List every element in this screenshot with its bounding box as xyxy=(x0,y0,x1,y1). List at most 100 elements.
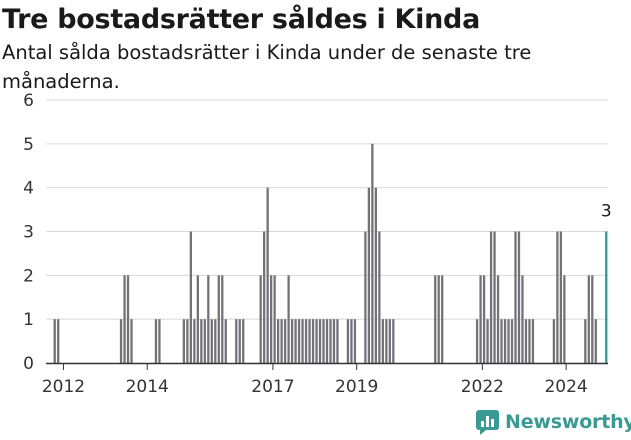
bar xyxy=(193,319,196,363)
bar xyxy=(154,319,158,363)
bar xyxy=(270,275,273,363)
bar xyxy=(276,319,280,363)
bar xyxy=(584,319,587,363)
bars xyxy=(53,143,608,363)
x-axis-tick-labels: 2012 2014 2017 2019 2022 2024 xyxy=(42,364,588,397)
bar xyxy=(392,319,395,363)
bar-latest xyxy=(605,231,608,363)
bar xyxy=(214,319,217,363)
bar xyxy=(207,275,210,363)
bar xyxy=(482,275,486,363)
bar xyxy=(158,319,161,363)
bar xyxy=(325,319,329,363)
bar xyxy=(287,275,290,363)
bar xyxy=(196,275,199,363)
bar xyxy=(304,319,308,363)
bar xyxy=(521,275,524,363)
bar xyxy=(200,319,203,363)
bar xyxy=(594,319,597,363)
bar xyxy=(126,275,130,363)
bar xyxy=(217,275,220,363)
bar xyxy=(315,319,318,363)
bar xyxy=(514,231,517,363)
bar xyxy=(221,275,224,363)
bar xyxy=(385,319,388,363)
bar xyxy=(475,319,479,363)
bar xyxy=(528,319,531,363)
x-tick-label: 2019 xyxy=(335,377,378,397)
bar xyxy=(235,319,238,363)
bar xyxy=(441,275,444,363)
bar xyxy=(524,319,528,363)
bar xyxy=(186,319,189,363)
bar xyxy=(517,231,521,363)
bar xyxy=(503,319,507,363)
bar xyxy=(336,319,339,363)
bar xyxy=(189,231,193,363)
chart-subtitle: Antal sålda bostadsrätter i Kinda under … xyxy=(2,41,532,93)
bar xyxy=(496,275,500,363)
bar xyxy=(290,319,294,363)
bar xyxy=(346,319,350,363)
bar xyxy=(280,319,283,363)
bar xyxy=(123,275,126,363)
bar xyxy=(563,275,566,363)
bar xyxy=(364,231,367,363)
annotations: 3 xyxy=(601,202,612,222)
bar xyxy=(591,275,594,363)
y-tick-label: 5 xyxy=(23,135,34,155)
bar xyxy=(587,275,590,363)
bar xyxy=(263,231,266,363)
bar xyxy=(489,231,493,363)
y-tick-label: 0 xyxy=(23,354,34,374)
bar xyxy=(374,187,378,363)
bar xyxy=(486,319,489,363)
bar xyxy=(434,275,437,363)
bar xyxy=(531,319,535,363)
brand-logo: Newsworthy xyxy=(476,408,631,436)
bar xyxy=(556,231,559,363)
y-axis-tick-labels: 0 1 2 3 4 5 6 xyxy=(23,91,34,374)
y-tick-label: 2 xyxy=(23,266,34,286)
bar xyxy=(294,319,297,363)
bar xyxy=(322,319,325,363)
bar xyxy=(329,319,332,363)
bar xyxy=(318,319,322,363)
bar xyxy=(297,319,301,363)
y-tick-label: 6 xyxy=(23,91,34,111)
bar xyxy=(559,231,563,363)
x-tick-label: 2022 xyxy=(461,377,504,397)
bar xyxy=(273,275,276,363)
bar xyxy=(500,319,503,363)
bar xyxy=(371,143,374,363)
bar xyxy=(259,275,262,363)
bar xyxy=(378,231,381,363)
bar xyxy=(210,319,213,363)
y-tick-label: 4 xyxy=(23,179,34,199)
bar xyxy=(381,319,384,363)
bar xyxy=(350,319,353,363)
bar xyxy=(119,319,123,363)
bar xyxy=(493,231,496,363)
bar xyxy=(510,319,514,363)
bar xyxy=(479,275,482,363)
x-tick-label: 2017 xyxy=(251,377,294,397)
bar xyxy=(308,319,311,363)
brand-name: Newsworthy xyxy=(505,411,631,433)
y-tick-label: 1 xyxy=(23,310,34,330)
bar xyxy=(182,319,186,363)
latest-value-label: 3 xyxy=(601,202,612,222)
newsworthy-logo-icon xyxy=(476,409,499,435)
bar xyxy=(203,319,206,363)
bar xyxy=(266,187,269,363)
bar xyxy=(311,319,315,363)
bar xyxy=(57,319,60,363)
bar xyxy=(53,319,56,363)
bar xyxy=(332,319,336,363)
gridlines xyxy=(46,99,608,320)
bar xyxy=(224,319,227,363)
bar xyxy=(353,319,357,363)
x-tick-label: 2024 xyxy=(544,377,587,397)
bar xyxy=(301,319,304,363)
